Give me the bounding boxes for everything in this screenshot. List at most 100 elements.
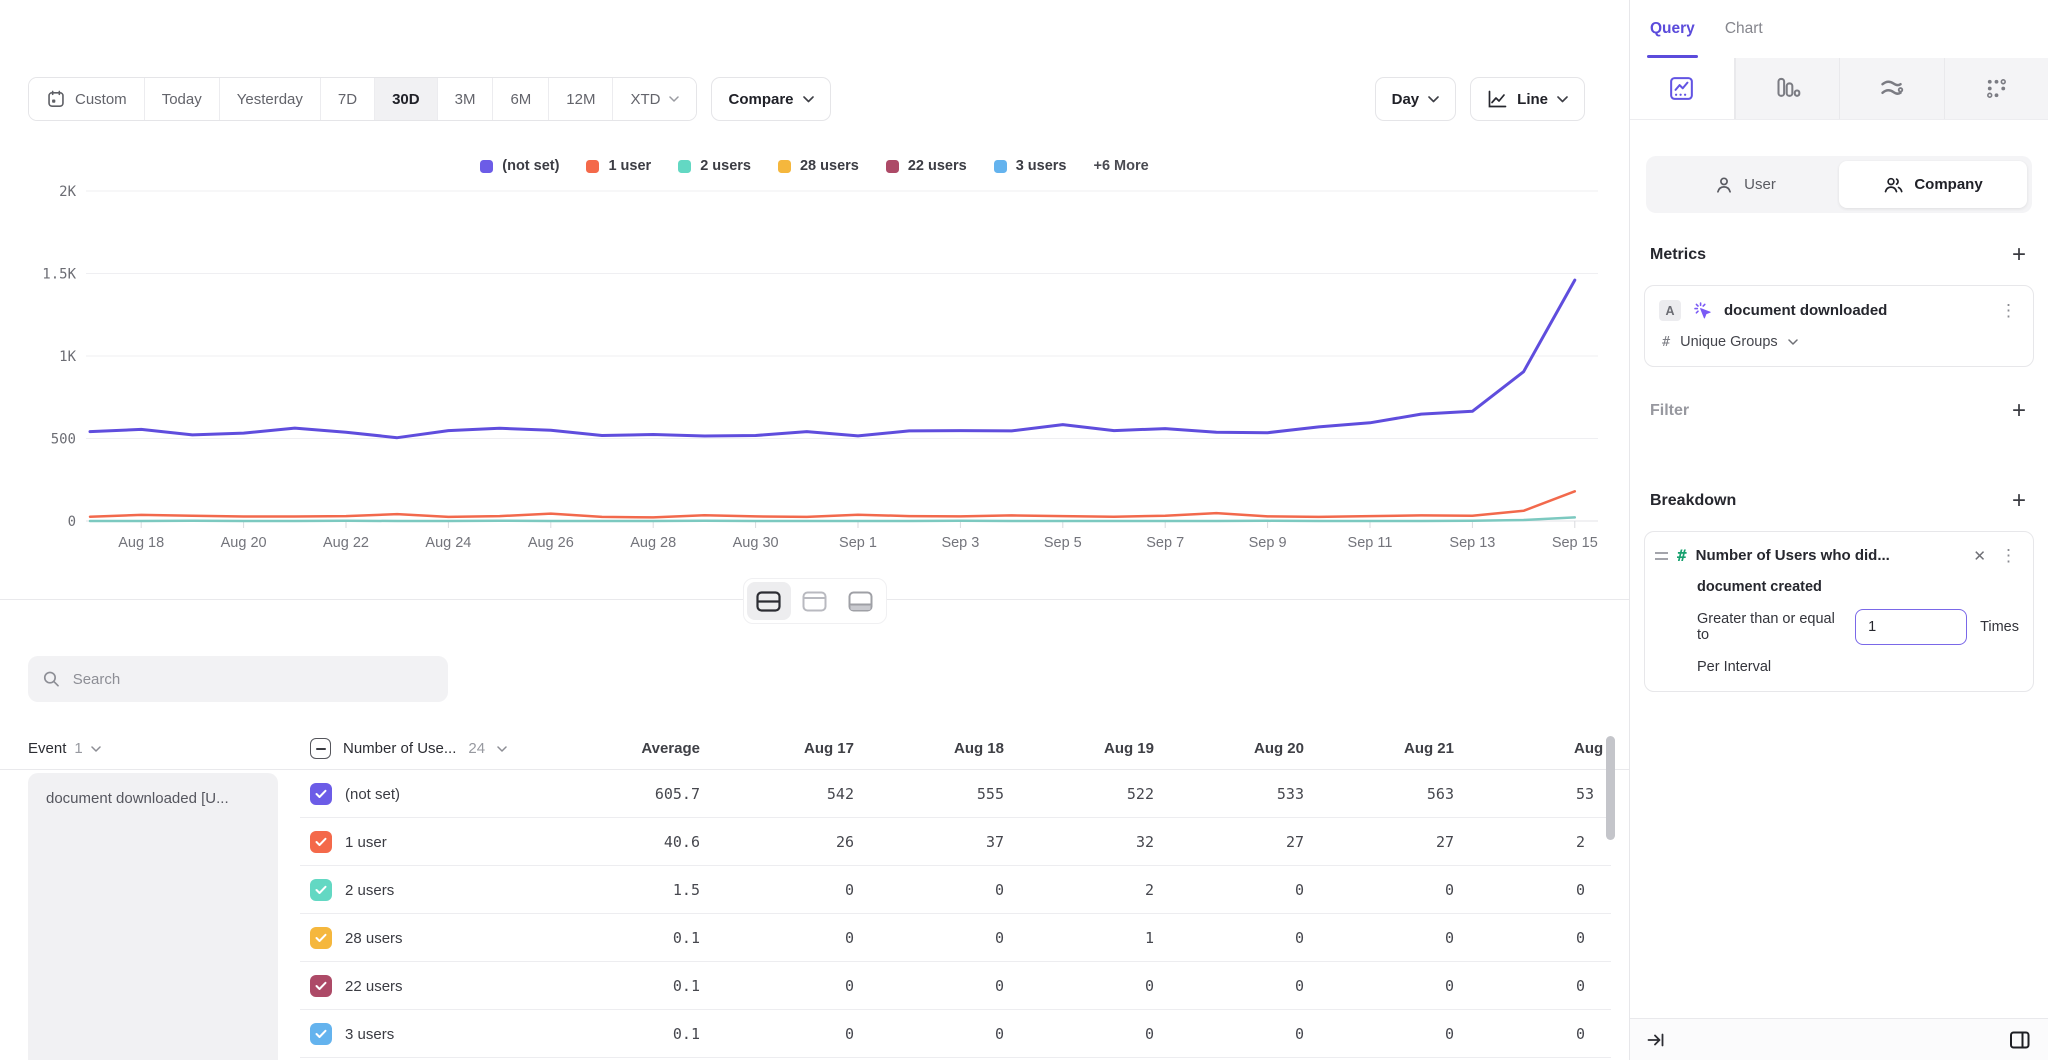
legend-item[interactable]: 2 users <box>678 158 751 174</box>
group-toggle-user-label: User <box>1744 176 1776 193</box>
event-column-header[interactable]: Event 1 <box>28 740 278 757</box>
filter-title: Filter <box>1650 402 1690 419</box>
range-30d-button[interactable]: 30D <box>375 78 438 120</box>
series-line[interactable] <box>88 490 1577 519</box>
metric-event-name[interactable]: document downloaded <box>1724 302 1888 319</box>
range-6m-button[interactable]: 6M <box>493 78 550 120</box>
condition-operator[interactable]: Greater than or equal to <box>1697 611 1835 643</box>
series-checkbox[interactable] <box>310 927 332 949</box>
metric-card: A document downloaded ⋮ # Unique Groups <box>1644 285 2034 367</box>
legend-item[interactable]: 3 users <box>993 158 1067 174</box>
layout-table-bottom-button[interactable] <box>838 582 883 620</box>
breakdown-menu-icon[interactable]: ⋮ <box>2000 546 2017 565</box>
series-checkbox[interactable] <box>310 1023 332 1045</box>
legend-item[interactable]: 1 user <box>586 158 651 174</box>
value-cell: 0 <box>1444 929 1454 947</box>
group-toggle-company-label: Company <box>1914 176 1983 193</box>
series-checkbox[interactable] <box>310 831 332 853</box>
series-column-header[interactable]: Number of Use... 24 <box>278 738 548 759</box>
viz-flow-button[interactable] <box>1839 58 1944 119</box>
date-column-header: Aug 20 <box>1253 740 1304 757</box>
collapse-panel-icon <box>1647 1033 1664 1046</box>
series-line[interactable] <box>88 516 1577 523</box>
table-row: 3 users 0.1 0 0 0 0 0 0 <box>0 1010 1629 1058</box>
range-12m-button[interactable]: 12M <box>549 78 614 120</box>
series-checkbox[interactable] <box>310 879 332 901</box>
range-yesterday-button[interactable]: Yesterday <box>219 78 321 120</box>
times-input[interactable] <box>1855 609 1968 645</box>
value-cell: 27 <box>1285 833 1304 851</box>
line-chart-icon <box>1488 90 1507 107</box>
add-filter-button[interactable]: + <box>2011 397 2026 424</box>
legend-swatch <box>993 159 1007 173</box>
viz-more-charts-button[interactable] <box>1943 58 2048 119</box>
aggregation-selector[interactable]: # Unique Groups <box>1659 334 2019 350</box>
range-label: 6M <box>510 90 532 108</box>
group-toggle-user[interactable]: User <box>1651 161 1839 208</box>
users-icon <box>1884 177 1903 192</box>
series-line[interactable] <box>88 278 1577 440</box>
group-toggle-company[interactable]: Company <box>1839 161 2027 208</box>
chart-type-dropdown[interactable]: Line <box>1470 77 1585 121</box>
viz-bar-chart-button[interactable] <box>1734 58 1839 119</box>
value-cell: 2 <box>1144 881 1154 899</box>
range-today-button[interactable]: Today <box>144 78 220 120</box>
range-label: XTD <box>630 90 661 108</box>
breakdown-event-name[interactable]: document created <box>1697 579 1822 595</box>
legend-item[interactable]: (not set) <box>480 158 559 174</box>
chevron-down-icon <box>497 745 507 752</box>
x-axis-tick: Sep 9 <box>1249 535 1287 551</box>
tab-query[interactable]: Query <box>1647 0 1698 58</box>
tab-chart[interactable]: Chart <box>1725 0 1763 58</box>
table-body: document downloaded [U... (not set) 605.7… <box>0 770 1629 1060</box>
interval-dropdown[interactable]: Day <box>1374 77 1457 121</box>
section-divider <box>0 578 1629 624</box>
series-checkbox[interactable] <box>310 975 332 997</box>
series-cell: 2 users <box>278 879 548 901</box>
value-cell: 0 <box>1294 1025 1304 1043</box>
legend-swatch <box>678 159 692 173</box>
legend-swatch <box>777 159 791 173</box>
add-metric-button[interactable]: + <box>2011 241 2026 268</box>
remove-breakdown-icon[interactable]: ✕ <box>1973 547 1986 565</box>
collapse-panel-button[interactable] <box>1646 1030 1666 1050</box>
search-input[interactable] <box>70 669 433 689</box>
breakdown-property-name[interactable]: Number of Users who did... <box>1695 547 1890 564</box>
layout-chart-top-button[interactable] <box>792 582 837 620</box>
add-breakdown-button[interactable]: + <box>2011 487 2026 514</box>
bar-chart-icon <box>1777 77 1801 97</box>
range-label: 7D <box>337 90 358 108</box>
layout-split-button[interactable] <box>746 582 791 620</box>
select-all-checkbox[interactable] <box>310 738 331 759</box>
table-row: 1 user 40.6 26 37 32 27 27 2 <box>0 818 1629 866</box>
panel-layout-button[interactable] <box>2008 1028 2032 1052</box>
range-3m-button[interactable]: 3M <box>437 78 494 120</box>
drag-handle-icon[interactable] <box>1655 551 1668 560</box>
average-value: 40.6 <box>663 833 700 851</box>
table-scrollbar[interactable] <box>1606 736 1615 840</box>
series-cell: 22 users <box>278 975 548 997</box>
range-xtd-button[interactable]: XTD <box>613 78 697 120</box>
series-cell: 28 users <box>278 927 548 949</box>
legend-swatch <box>586 159 600 173</box>
series-checkbox[interactable] <box>310 783 332 805</box>
range-custom-button[interactable]: Custom <box>29 78 145 120</box>
range-7d-button[interactable]: 7D <box>320 78 376 120</box>
metric-menu-icon[interactable]: ⋮ <box>2000 301 2017 320</box>
date-column-header: Aug 18 <box>953 740 1004 757</box>
event-name-cell[interactable]: document downloaded [U... <box>28 773 278 1060</box>
viz-line-chart-button[interactable] <box>1630 58 1735 119</box>
value-cell: 26 <box>835 833 854 851</box>
metrics-section-header: Metrics + <box>1650 243 2028 267</box>
value-cell: 0 <box>844 1025 854 1043</box>
value-cell: 542 <box>826 785 854 803</box>
legend-more[interactable]: +6 More <box>1093 158 1149 174</box>
breakdown-card-header: # Number of Users who did... ✕ ⋮ <box>1655 546 2019 565</box>
per-interval-selector[interactable]: Per Interval <box>1697 659 1772 675</box>
legend-item[interactable]: 22 users <box>885 158 967 174</box>
compare-button[interactable]: Compare <box>711 77 831 121</box>
range-label: 30D <box>392 90 420 108</box>
legend-item[interactable]: 28 users <box>777 158 859 174</box>
legend-label: 28 users <box>799 158 859 174</box>
check-icon <box>315 981 327 990</box>
